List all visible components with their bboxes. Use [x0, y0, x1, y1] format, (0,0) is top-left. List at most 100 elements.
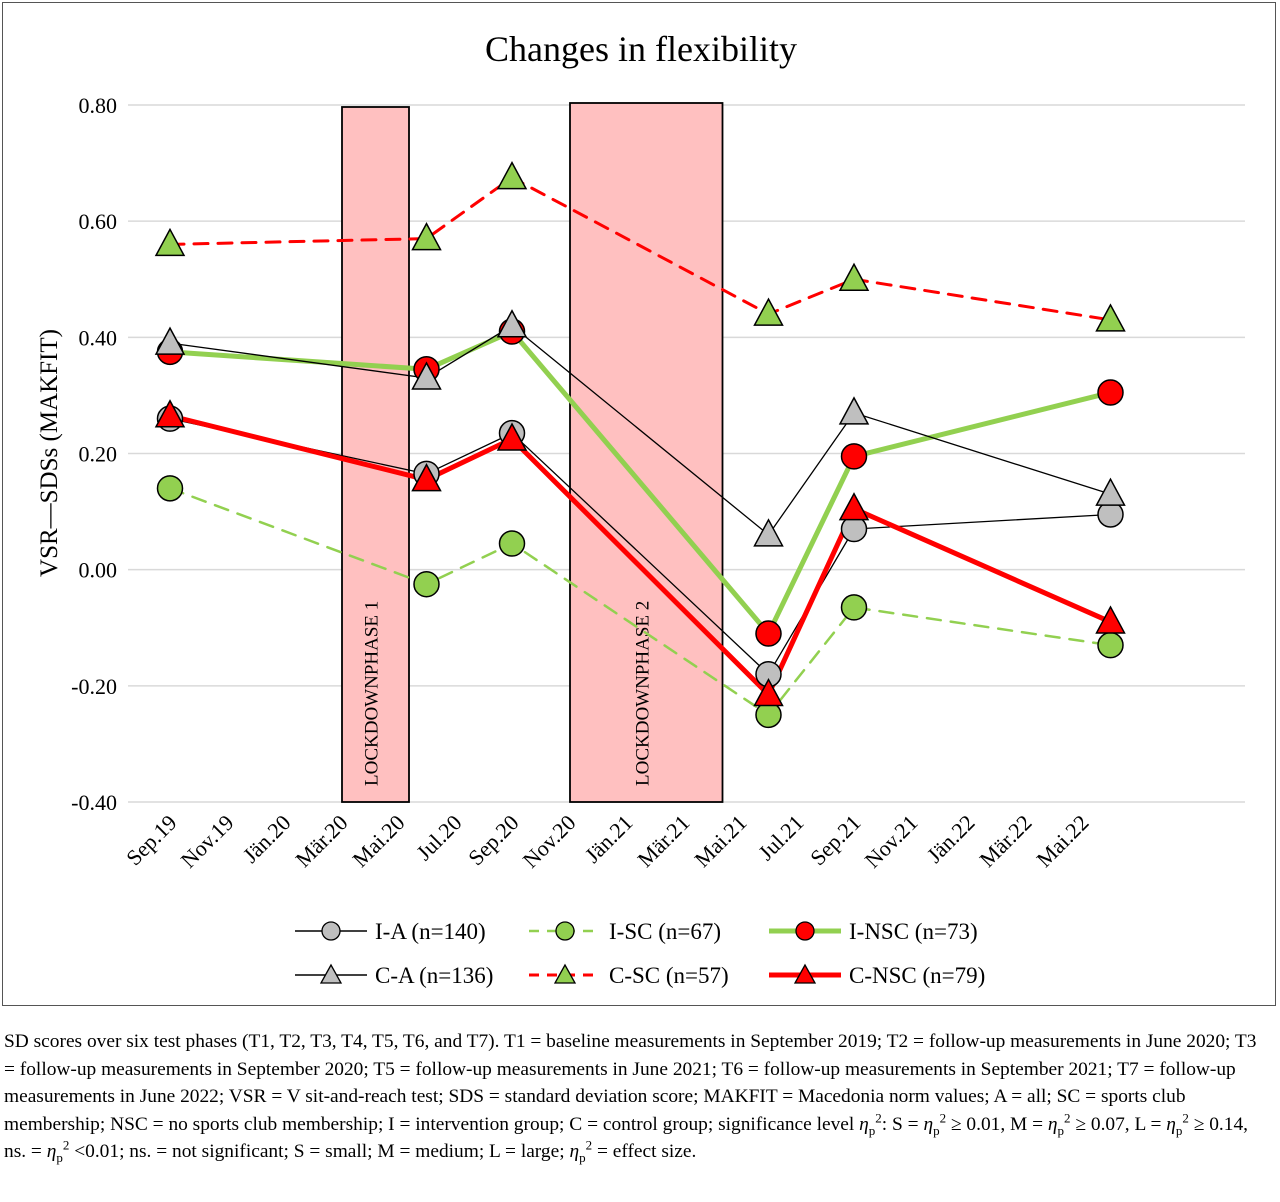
legend-label: C-A (n=136) [375, 963, 493, 988]
data-point [1095, 605, 1126, 634]
caption-text: ≥ 0.14, ns. = [4, 1113, 1249, 1163]
series-line [169, 325, 1112, 536]
caption-text: = effect size. [592, 1141, 697, 1162]
x-tick-label: Nov.20 [518, 810, 581, 873]
y-tick-label: -0.20 [71, 674, 117, 699]
x-tick-label: Nov.21 [860, 810, 923, 873]
data-point [154, 399, 186, 428]
chart-title: Changes in flexibility [485, 29, 797, 69]
x-tick-label: Mär.20 [290, 810, 352, 872]
y-axis-label: VSR—SDSs (MAKFIT) [36, 329, 63, 577]
data-point [840, 443, 868, 470]
data-point [411, 222, 442, 251]
eta-symbol: η [859, 1113, 869, 1135]
eta-superscript: 2 [939, 1110, 947, 1126]
legend-key-marker [555, 921, 575, 941]
legend-label: I-SC (n=67) [609, 919, 721, 944]
chart-frame: LOCKDOWNPHASE 1 LOCKDOWNPHASE 2 0.80 0.60 0… [2, 2, 1276, 1006]
data-point [411, 361, 442, 390]
data-point [838, 262, 870, 291]
data-point [838, 396, 870, 425]
x-tick-label: Mär.22 [974, 810, 1036, 872]
data-point [411, 463, 442, 492]
eta-superscript: 2 [585, 1137, 593, 1153]
y-tick-label: 0.00 [79, 558, 118, 583]
eta-superscript: 2 [875, 1110, 882, 1126]
x-tick-label: Jän.21 [580, 810, 638, 868]
x-tick-label: Sep.19 [121, 810, 181, 870]
lockdown-region [569, 102, 724, 803]
data-point [156, 475, 184, 502]
legend-label: C-SC (n=57) [609, 963, 729, 988]
data-point [753, 297, 784, 326]
x-tick-label: Jul.21 [753, 810, 808, 865]
y-tick-label: 0.20 [79, 442, 118, 467]
data-point [755, 620, 782, 647]
y-tick-label: 0.60 [79, 209, 118, 234]
x-tick-label: Nov.19 [176, 810, 239, 873]
data-point [753, 677, 784, 707]
eta-superscript: 2 [1182, 1110, 1189, 1126]
eta-symbol: η [923, 1113, 934, 1135]
legend-key-marker [319, 963, 343, 984]
data-point [496, 422, 528, 451]
eta-symbol: η [46, 1141, 57, 1162]
eta-subscript: p [1057, 1122, 1065, 1138]
legend-label: I-NSC (n=73) [849, 919, 978, 944]
data-point [154, 326, 186, 355]
data-point [1097, 379, 1124, 406]
x-tick-label: Sep.21 [805, 810, 865, 870]
series-line [167, 329, 1113, 637]
legend-key-marker [553, 963, 577, 984]
series-line [168, 176, 1112, 322]
data-point [1097, 631, 1124, 659]
caption-text: : S = [881, 1113, 924, 1135]
legend-label: I-A (n=140) [375, 919, 486, 944]
x-tick-label: Mai.21 [689, 810, 751, 872]
data-point [840, 594, 868, 621]
data-point [753, 518, 784, 547]
lockdown-label: LOCKDOWNPHASE 2 [632, 601, 653, 786]
y-tick-label: 0.40 [79, 325, 118, 350]
figure-caption: SD scores over six test phases (T1, T2, … [4, 1028, 1272, 1166]
caption-text: <0.01; ns. = not significant; S = small;… [69, 1141, 570, 1162]
eta-symbol: η [1047, 1113, 1058, 1135]
legend-label: C-NSC (n=79) [849, 963, 985, 988]
caption-text: SD scores over six test phases (T1, T2, … [4, 1031, 1257, 1135]
y-tick-label: -0.40 [71, 790, 117, 815]
data-point [154, 227, 186, 257]
eta-subscript: p [933, 1122, 940, 1138]
caption-text: ≥ 0.07, L = [1070, 1113, 1167, 1135]
eta-subscript: p [579, 1149, 586, 1165]
eta-subscript: p [868, 1122, 876, 1138]
eta-symbol: η [569, 1141, 580, 1162]
line-chart: LOCKDOWNPHASE 1 LOCKDOWNPHASE 2 0.80 0.60 0… [36, 29, 1245, 988]
x-tick-label: Jän.22 [922, 810, 980, 868]
legend-key-marker [321, 921, 341, 941]
x-tick-label: Sep.20 [463, 810, 523, 870]
eta-superscript: 2 [1064, 1110, 1071, 1126]
data-point [1095, 303, 1126, 332]
eta-subscript: p [56, 1149, 63, 1165]
lockdown-label: LOCKDOWNPHASE 1 [362, 601, 383, 786]
data-point [498, 530, 526, 557]
x-tick-label: Jul.20 [411, 810, 466, 865]
x-tick-label: Mai.22 [1031, 810, 1093, 872]
x-tick-label: Mär.21 [632, 810, 694, 872]
legend-key-marker [793, 963, 817, 984]
data-point [1095, 477, 1126, 506]
x-tick-label: Jän.20 [238, 810, 296, 868]
eta-superscript: 2 [62, 1137, 70, 1153]
eta-subscript: p [1175, 1122, 1183, 1138]
eta-symbol: η [1166, 1113, 1176, 1135]
data-point [413, 570, 440, 598]
legend-key-marker [795, 921, 815, 941]
caption-text: ≥ 0.01, M = [946, 1113, 1048, 1135]
series-line [168, 487, 1112, 717]
y-tick-label: 0.80 [79, 93, 118, 118]
data-point [496, 161, 528, 190]
data-point [838, 492, 870, 521]
x-tick-label: Mai.20 [347, 810, 409, 872]
series-line [167, 413, 1113, 698]
lockdown-region [341, 106, 410, 803]
